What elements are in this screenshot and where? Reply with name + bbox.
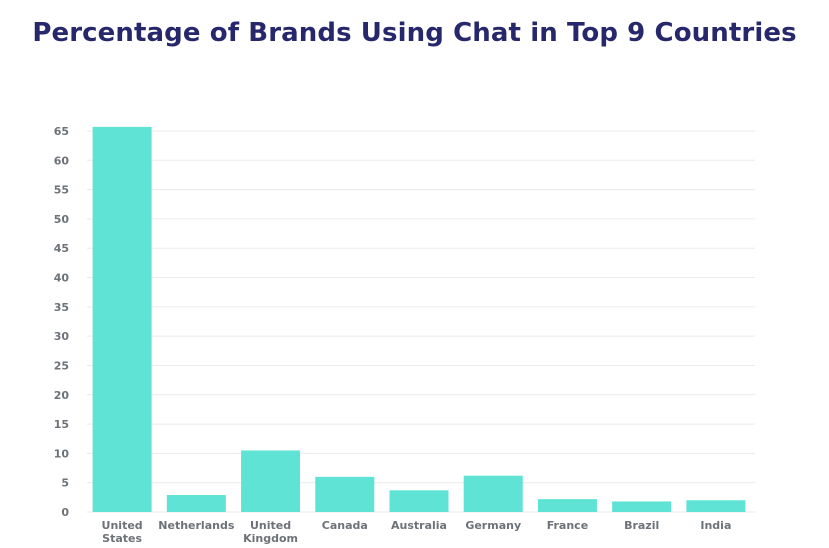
y-tick-label: 45 [54, 242, 69, 255]
y-tick-label: 60 [54, 154, 70, 167]
x-tick-label: Netherlands [158, 519, 235, 532]
bar [612, 501, 672, 512]
bar [92, 126, 152, 513]
bar [315, 476, 375, 512]
x-tick-label: Canada [322, 519, 368, 532]
bar [463, 475, 523, 512]
x-tick-label: United States [102, 519, 143, 545]
x-tick-label: United Kingdom [243, 519, 298, 545]
x-tick-label: Germany [465, 519, 521, 532]
y-tick-label: 5 [61, 477, 69, 490]
y-tick-label: 20 [54, 389, 70, 402]
bar [537, 499, 597, 512]
bar [241, 450, 301, 512]
y-tick-label: 40 [54, 272, 70, 285]
y-tick-label: 10 [54, 447, 70, 460]
bar [389, 490, 449, 512]
x-tick-label: France [547, 519, 588, 532]
x-tick-label: Brazil [624, 519, 659, 532]
y-tick-label: 0 [61, 506, 69, 519]
y-tick-label: 30 [54, 330, 70, 343]
y-tick-label: 35 [54, 301, 69, 314]
chart-title: Percentage of Brands Using Chat in Top 9… [32, 18, 797, 48]
bar [166, 495, 226, 512]
y-tick-label: 25 [54, 359, 69, 372]
y-tick-label: 15 [54, 418, 69, 431]
x-tick-label: Australia [391, 519, 447, 532]
y-tick-label: 65 [54, 125, 69, 138]
bar [686, 500, 746, 512]
x-tick-label: India [700, 519, 731, 532]
y-tick-label: 50 [54, 213, 70, 226]
y-tick-label: 55 [54, 184, 69, 197]
